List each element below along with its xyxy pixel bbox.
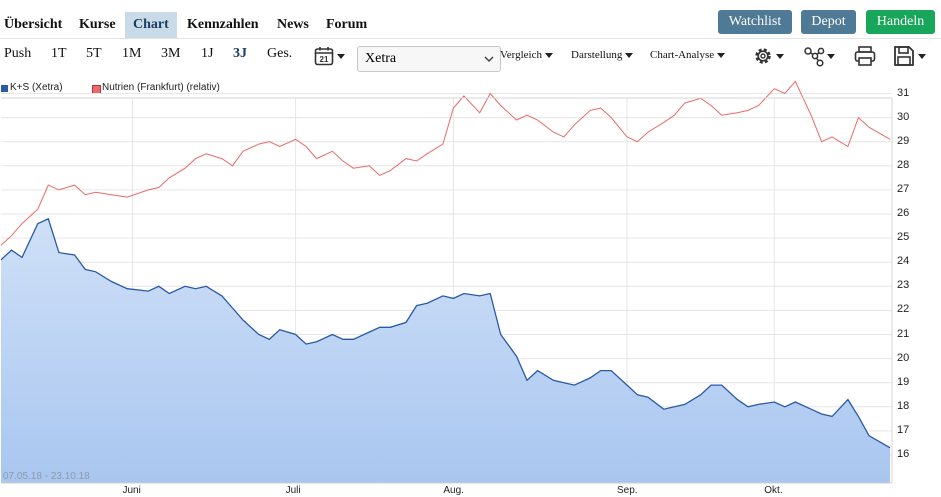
indicators-menu[interactable]	[803, 45, 839, 69]
y-tick-label: 24	[897, 255, 910, 268]
chevron-down-icon	[776, 54, 784, 59]
chevron-down-icon	[918, 54, 926, 59]
y-tick-label: 26	[897, 207, 910, 219]
chevron-down-icon	[337, 54, 345, 59]
calendar-icon: 21	[314, 47, 334, 66]
darstellung-menu[interactable]: Darstellung	[571, 49, 634, 61]
series-nutrien-line	[0, 80, 891, 246]
y-tick-label: 17	[897, 423, 910, 436]
y-tick-label: 25	[897, 231, 910, 244]
watchlist-button[interactable]: Watchlist	[718, 10, 792, 34]
exchange-select[interactable]: Xetra	[357, 46, 501, 72]
y-tick-label: 30	[897, 110, 910, 123]
chevron-down-icon	[827, 54, 835, 59]
legend-label-nutrien[interactable]: Nutrien (Frankfurt) (relativ)	[102, 82, 220, 93]
range-3m[interactable]: 3M	[161, 46, 181, 61]
range-1t[interactable]: 1T	[51, 46, 67, 61]
chevron-down-icon	[544, 52, 553, 58]
gear-icon	[755, 48, 771, 64]
floppy-disk-icon	[894, 46, 914, 66]
depot-button[interactable]: Depot	[801, 10, 856, 34]
vergleich-menu[interactable]: Vergleich	[500, 49, 553, 61]
share-nodes-icon	[804, 47, 825, 67]
range-ges[interactable]: Ges.	[267, 46, 293, 61]
tab-kurse[interactable]: Kurse	[79, 17, 116, 32]
tab-forum[interactable]: Forum	[326, 17, 368, 32]
y-tick-label: 22	[897, 303, 910, 316]
series-ks-area	[1, 218, 890, 484]
x-tick-label: Juni	[122, 485, 141, 496]
x-tick-label: Aug.	[443, 485, 464, 496]
y-tick-label: 31	[897, 86, 910, 99]
chevron-down-icon	[625, 52, 634, 58]
tab-kennzahlen[interactable]: Kennzahlen	[187, 17, 259, 32]
chevron-down-icon	[717, 52, 726, 58]
legend-label-ks[interactable]: K+S (Xetra)	[10, 82, 63, 93]
y-tick-label: 29	[897, 134, 910, 147]
tab-chart[interactable]: Chart	[125, 12, 177, 38]
y-tick-label: 18	[897, 399, 910, 412]
top-nav: Übersicht Kurse Chart Kennzahlen News Fo…	[0, 10, 941, 38]
x-tick-label: Okt.	[764, 485, 783, 496]
settings-menu[interactable]	[752, 45, 788, 69]
range-1j[interactable]: 1J	[201, 46, 214, 61]
range-push[interactable]: Push	[4, 46, 32, 61]
series-ks-line	[0, 217, 891, 449]
calendar-day: 21	[320, 55, 329, 64]
date-range-label: 07.05.18 - 23.10.18	[3, 471, 90, 482]
y-tick-label: 28	[897, 158, 910, 171]
chart-toolbar: Push 1T 5T 1M 3M 1J 3J Ges. 21 Xetra Ver…	[0, 38, 941, 75]
exchange-select-value: Xetra	[365, 51, 397, 66]
tab-uebersicht[interactable]: Übersicht	[4, 17, 63, 32]
y-tick-label: 19	[897, 375, 910, 388]
y-tick-label: 21	[897, 327, 910, 340]
chart-analyse-menu[interactable]: Chart-Analyse	[650, 49, 726, 61]
y-tick-label: 27	[897, 182, 910, 195]
legend-swatch-ks	[1, 85, 8, 92]
range-1m[interactable]: 1M	[122, 46, 142, 61]
y-tick-label: 23	[897, 279, 910, 292]
save-menu[interactable]	[893, 45, 933, 69]
y-tick-label: 20	[897, 351, 910, 364]
range-5t[interactable]: 5T	[86, 46, 102, 61]
print-icon[interactable]	[854, 45, 876, 67]
y-tick-label: 16	[897, 448, 910, 460]
range-3j[interactable]: 3J	[233, 46, 247, 61]
x-tick-label: Juli	[285, 485, 301, 496]
chevron-down-icon	[484, 56, 494, 63]
tab-news[interactable]: News	[277, 17, 309, 32]
calendar-picker[interactable]: 21	[314, 46, 348, 68]
handeln-button[interactable]: Handeln	[866, 10, 935, 34]
x-tick-label: Sep.	[616, 485, 638, 496]
